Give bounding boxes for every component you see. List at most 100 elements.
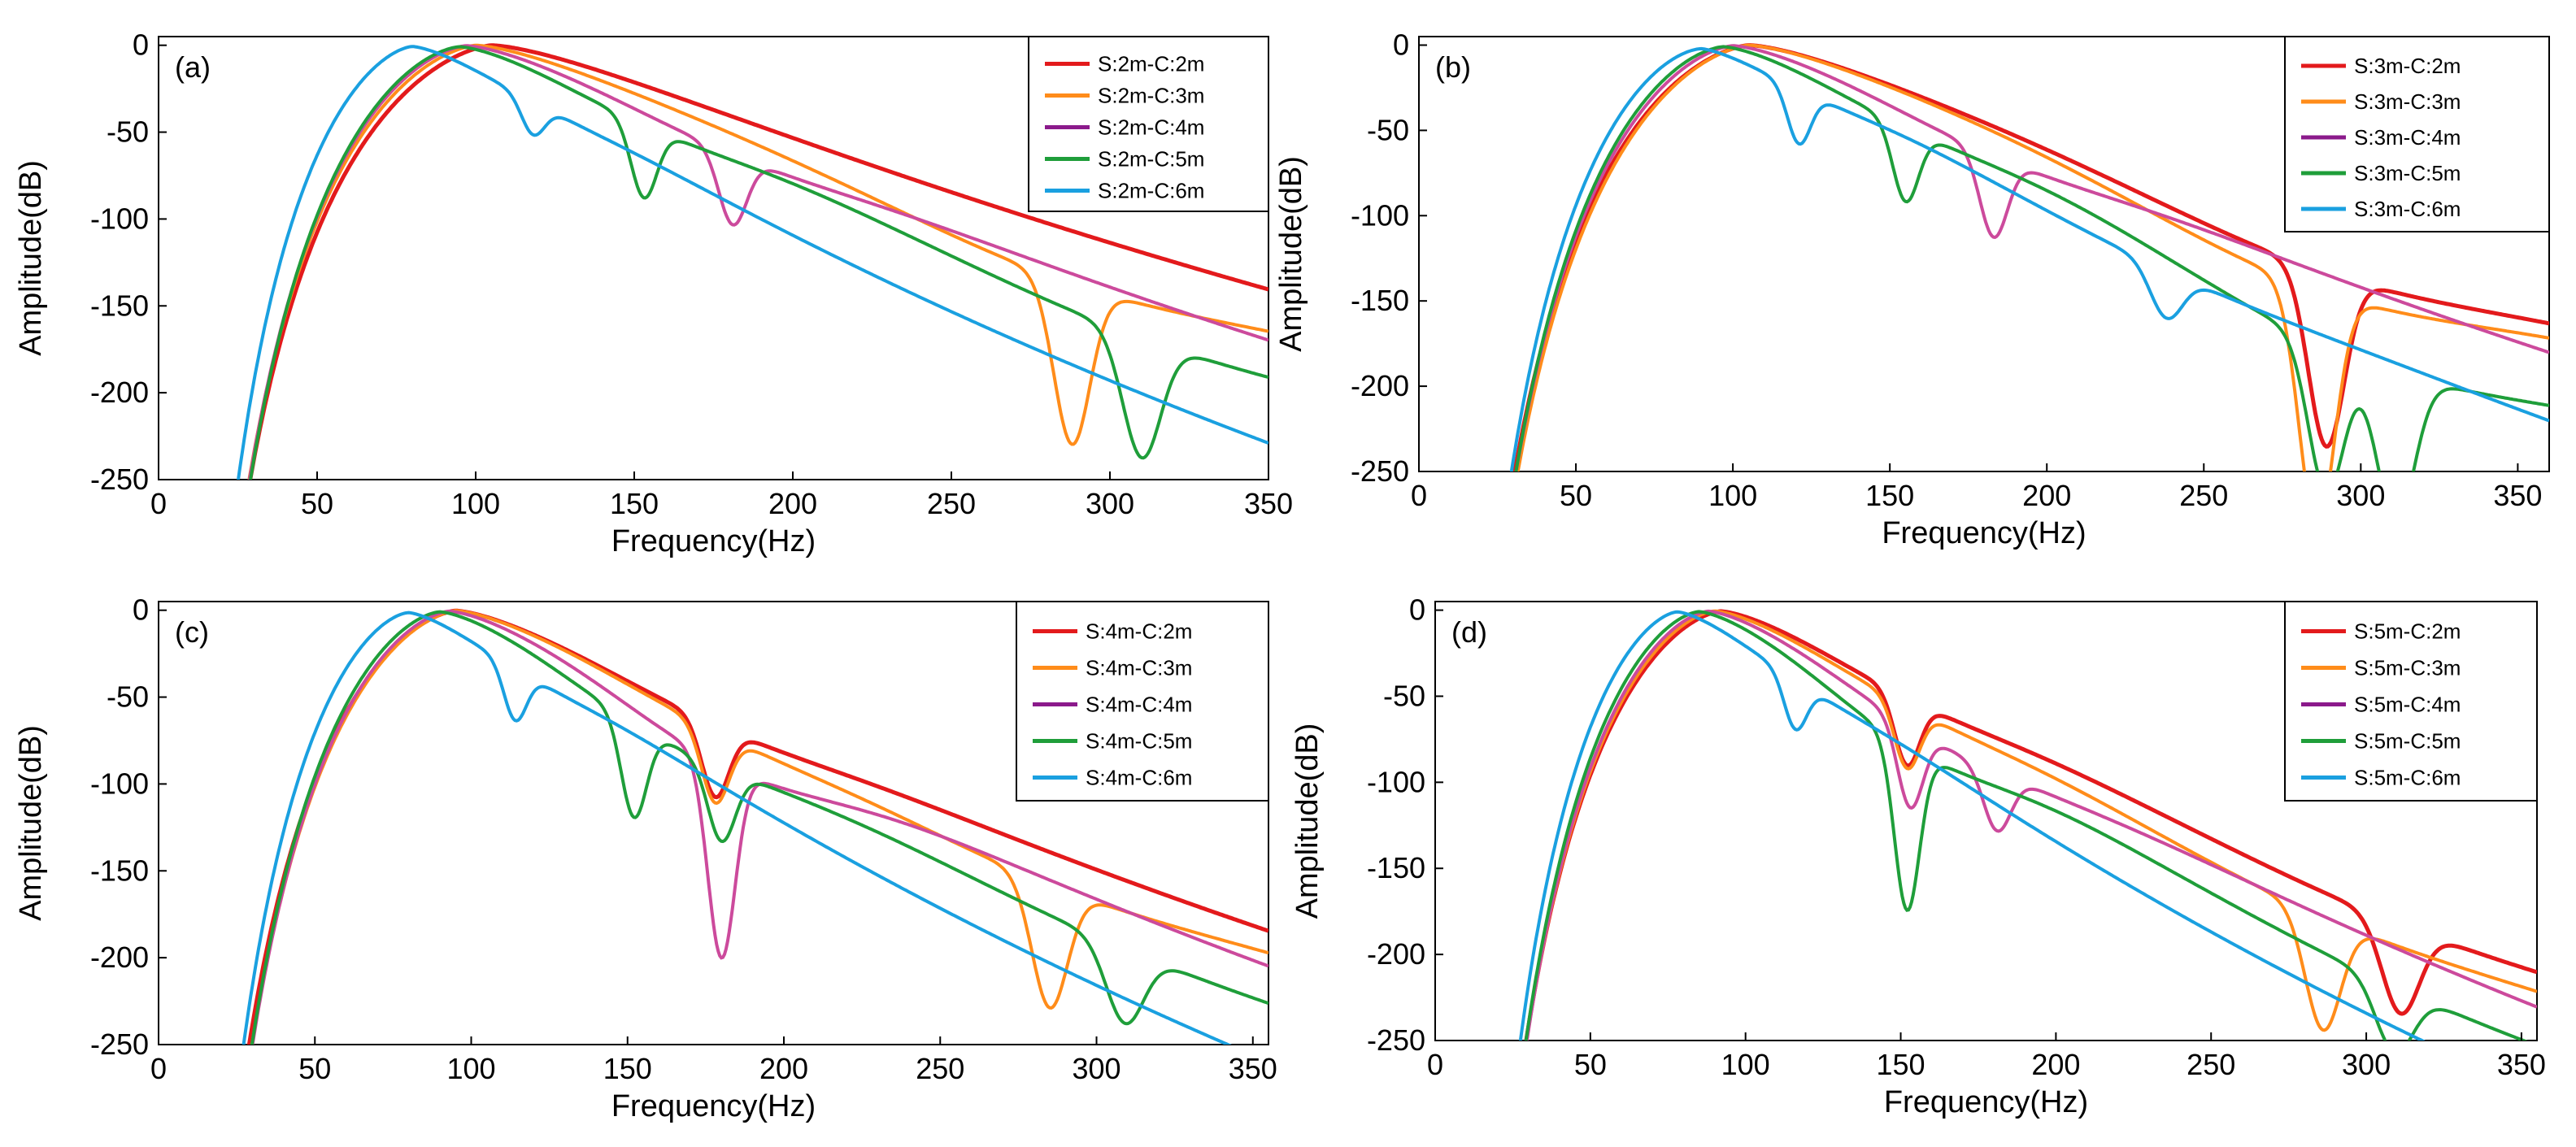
- series-line-1: [248, 43, 1268, 480]
- y-tick-label: 0: [1393, 28, 1409, 61]
- legend-entry: S:4m-C:6m: [1086, 766, 1192, 790]
- y-tick-label: 0: [133, 593, 149, 627]
- series-line-5: [237, 45, 1268, 480]
- y-tick-label: 0: [133, 28, 149, 62]
- series-line-4: [250, 610, 1268, 1045]
- panel-4: 0 50 100 150 200 250 300 350 0 -50 -100 -150 -200 -25…: [1290, 593, 2546, 1119]
- panel-label: (a): [175, 50, 211, 84]
- legend-entry: S:4m-C:4m: [1086, 693, 1192, 717]
- x-tick-label: 150: [1876, 1048, 1925, 1081]
- y-tick-label: -250: [90, 1028, 149, 1061]
- x-tick-label: 50: [301, 487, 333, 520]
- y-tick-label: -150: [1351, 284, 1409, 317]
- y-axis-label: Amplitude(dB): [14, 160, 48, 356]
- legend-entry: S:2m-C:3m: [1098, 84, 1204, 108]
- x-tick-label: 300: [2342, 1048, 2391, 1081]
- x-tick-label: 100: [446, 1052, 495, 1085]
- x-tick-label: 300: [1072, 1052, 1120, 1085]
- x-axis-label: Frequency(Hz): [1884, 1085, 2088, 1119]
- x-tick-label: 350: [1244, 487, 1293, 520]
- x-tick-label: 50: [1560, 479, 1592, 512]
- legend-entry: S:2m-C:2m: [1098, 52, 1204, 76]
- x-axis-label: Frequency(Hz): [611, 1089, 816, 1123]
- x-tick-label: 0: [1427, 1048, 1443, 1081]
- y-tick-label: -250: [1351, 454, 1409, 488]
- y-tick-label: -50: [1367, 113, 1409, 146]
- series-line-2: [250, 609, 1268, 1045]
- x-tick-label: 0: [150, 487, 167, 520]
- legend-entry: S:5m-C:4m: [2354, 693, 2461, 717]
- panels: 0 50 100 150 200 250 300 350 0 -50 -100 -150 -200 -25…: [14, 28, 2550, 1123]
- y-tick-label: -150: [90, 289, 149, 322]
- legend-box: [2284, 601, 2538, 802]
- panel-1: 0 50 100 150 200 250 300 350 0 -50 -100 -150 -200 -25…: [14, 28, 1293, 558]
- x-tick-label: 200: [759, 1052, 808, 1085]
- x-tick-label: 250: [927, 487, 976, 520]
- legend-entry: S:3m-C:3m: [2354, 89, 2461, 114]
- x-tick-label: 100: [1708, 479, 1757, 512]
- y-tick-label: -200: [90, 376, 149, 409]
- x-tick-label: 200: [2022, 479, 2071, 512]
- legend-entry: S:2m-C:4m: [1098, 115, 1204, 140]
- x-tick-label: 0: [1411, 479, 1427, 512]
- y-tick-label: -150: [1367, 851, 1425, 884]
- y-tick-label: -100: [1351, 198, 1409, 232]
- x-tick-label: 150: [610, 487, 659, 520]
- series-line-4: [248, 45, 1268, 480]
- x-tick-label: 350: [2493, 479, 2542, 512]
- legend-box: [1016, 601, 1269, 802]
- x-axis-label: Frequency(Hz): [1882, 516, 2086, 550]
- legend-entry: S:5m-C:6m: [2354, 766, 2461, 790]
- y-tick-label: -50: [1383, 679, 1425, 712]
- panel-3: 0 50 100 150 200 250 300 350 0 -50 -100 -150 -200 -25…: [14, 593, 1277, 1123]
- y-axis-label: Amplitude(dB): [1290, 723, 1325, 919]
- y-tick-label: -100: [1367, 765, 1425, 798]
- legend: S:5m-C:2m S:5m-C:3m S:5m-C:4m S:5m-C:5m S:5m…: [2284, 601, 2538, 802]
- plot-frame: [1434, 601, 2538, 1041]
- legend-entry: S:4m-C:5m: [1086, 729, 1192, 754]
- x-tick-label: 250: [2187, 1048, 2235, 1081]
- y-tick-label: -50: [107, 115, 149, 149]
- series-line-2: [247, 43, 1268, 480]
- legend-entry: S:3m-C:5m: [2354, 161, 2461, 185]
- legend-entry: S:5m-C:5m: [2354, 729, 2461, 754]
- x-tick-label: 150: [1865, 479, 1914, 512]
- series-line-1: [1524, 609, 2537, 1041]
- x-tick-label: 250: [916, 1052, 964, 1085]
- series-line-5: [242, 610, 1233, 1045]
- panel-2: 0 50 100 150 200 250 300 350 0 -50 -100 -150 -200 -25…: [1274, 28, 2550, 550]
- x-tick-label: 100: [451, 487, 500, 520]
- x-tick-label: 50: [1574, 1048, 1607, 1081]
- x-tick-label: 50: [298, 1052, 331, 1085]
- panel-label: (b): [1435, 50, 1471, 84]
- y-tick-label: -200: [90, 941, 149, 974]
- y-tick-label: -250: [90, 463, 149, 496]
- x-axis-label: Frequency(Hz): [611, 524, 816, 558]
- y-tick-label: 0: [1409, 593, 1425, 627]
- x-tick-label: 150: [603, 1052, 652, 1085]
- legend-box: [2284, 36, 2550, 232]
- y-tick-label: -200: [1351, 369, 1409, 402]
- legend-entry: S:3m-C:2m: [2354, 54, 2461, 78]
- x-tick-label: 200: [2031, 1048, 2080, 1081]
- series-line-3: [1525, 609, 2537, 1041]
- series-group: [237, 43, 1268, 480]
- x-tick-label: 350: [1229, 1052, 1277, 1085]
- x-tick-label: 100: [1721, 1048, 1770, 1081]
- series-group: [1518, 609, 2537, 1041]
- series-line-3: [250, 609, 1268, 1045]
- x-tick-label: 300: [1086, 487, 1134, 520]
- panel-label: (c): [175, 615, 209, 649]
- legend-entry: S:4m-C:3m: [1086, 656, 1192, 680]
- legend-entry: S:4m-C:2m: [1086, 619, 1192, 644]
- y-tick-label: -150: [90, 854, 149, 887]
- y-tick-label: -50: [107, 680, 149, 714]
- legend-entry: S:3m-C:4m: [2354, 125, 2461, 150]
- series-line-3: [1514, 44, 2549, 471]
- plot-frame: [158, 601, 1269, 1045]
- legend-entry: S:5m-C:2m: [2354, 619, 2461, 644]
- x-tick-label: 300: [2336, 479, 2385, 512]
- series-line-2: [1525, 609, 2537, 1041]
- legend: S:2m-C:2m S:2m-C:3m S:2m-C:4m S:2m-C:5m S:2m…: [1028, 36, 1269, 212]
